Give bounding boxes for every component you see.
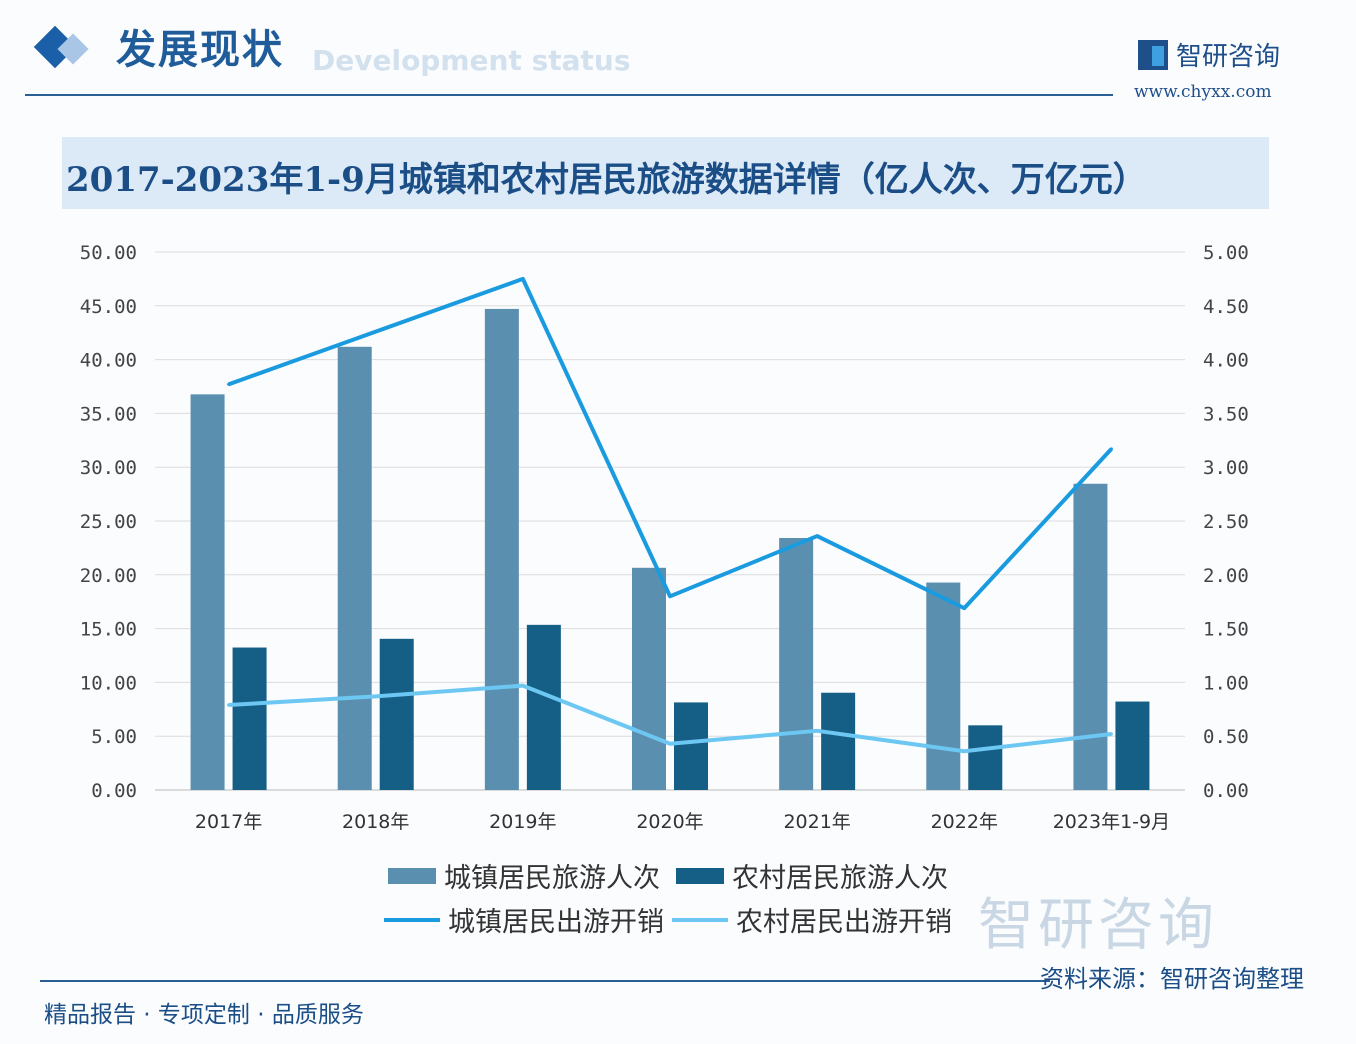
slogan: 精品报告 · 专项定制 · 品质服务 bbox=[44, 1002, 364, 1028]
bar-urban-trips bbox=[632, 567, 666, 790]
y-right-tick-label: 1.50 bbox=[1203, 619, 1249, 641]
legend-label: 农村居民出游开销 bbox=[736, 907, 952, 938]
y-left-tick-label: 15.00 bbox=[80, 619, 137, 641]
y-left-tick-label: 40.00 bbox=[80, 350, 137, 372]
y-left-tick-label: 30.00 bbox=[80, 457, 137, 479]
y-right-tick-label: 2.00 bbox=[1203, 565, 1249, 587]
footer-divider bbox=[40, 980, 1050, 982]
line-point bbox=[374, 694, 378, 698]
bar-rural-trips bbox=[232, 647, 267, 790]
y-right-tick-label: 5.00 bbox=[1203, 242, 1249, 264]
y-left-tick-label: 5.00 bbox=[91, 726, 137, 748]
y-right-tick-label: 0.00 bbox=[1203, 780, 1249, 802]
line-point bbox=[1109, 732, 1113, 736]
y-right-tick-label: 3.50 bbox=[1203, 403, 1249, 425]
brand-name: 智研咨询 bbox=[1176, 42, 1281, 72]
y-right-tick-label: 2.50 bbox=[1203, 511, 1249, 533]
bar-urban-trips bbox=[484, 308, 519, 790]
bar-urban-trips bbox=[337, 346, 372, 790]
section-title: 发展现状 bbox=[116, 27, 284, 73]
line-point bbox=[521, 684, 525, 688]
brand: 智研咨询 bbox=[1138, 36, 1280, 73]
y-right-tick-label: 3.00 bbox=[1203, 457, 1249, 479]
y-right-tick-label: 1.00 bbox=[1203, 672, 1249, 694]
line-point bbox=[962, 606, 966, 610]
x-tick-label: 2021年 bbox=[783, 811, 850, 833]
line-point bbox=[668, 742, 672, 746]
legend-urban-trips: 城镇居民旅游人次 bbox=[388, 856, 660, 895]
legend-swatch bbox=[672, 917, 728, 922]
line-point bbox=[374, 330, 378, 334]
header-divider bbox=[25, 94, 1113, 96]
line-point bbox=[227, 382, 231, 386]
legend-swatch bbox=[388, 867, 436, 884]
bar-rural-trips bbox=[968, 725, 1003, 790]
bar-rural-trips bbox=[821, 692, 856, 790]
line-point bbox=[815, 534, 819, 538]
legend-label: 农村居民旅游人次 bbox=[732, 863, 948, 894]
line-point bbox=[521, 277, 525, 281]
y-left-tick-label: 45.00 bbox=[80, 296, 137, 318]
chart-title-background bbox=[62, 137, 1269, 209]
x-tick-label: 2023年1-9月 bbox=[1053, 811, 1170, 833]
line-point bbox=[1109, 447, 1113, 451]
y-right-tick-label: 4.00 bbox=[1203, 350, 1249, 372]
y-left-tick-label: 20.00 bbox=[80, 565, 137, 587]
x-tick-label: 2019年 bbox=[489, 811, 556, 833]
chart-title: 2017-2023年1-9月城镇和农村居民旅游数据详情（亿人次、万亿元） bbox=[66, 160, 1147, 200]
bar-urban-trips bbox=[926, 582, 961, 790]
bar-rural-trips bbox=[1115, 701, 1150, 790]
line-point bbox=[227, 703, 231, 707]
line-point bbox=[962, 749, 966, 753]
legend-urban-spend: 城镇居民出游开销 bbox=[384, 900, 664, 939]
bar-urban-trips bbox=[779, 538, 814, 790]
bar-rural-trips bbox=[379, 638, 414, 790]
legend-swatch bbox=[384, 917, 440, 922]
line-point bbox=[815, 729, 819, 733]
y-left-tick-label: 25.00 bbox=[80, 511, 137, 533]
legend-label: 城镇居民出游开销 bbox=[448, 907, 664, 938]
bar-urban-trips bbox=[1073, 483, 1108, 790]
source-note: 资料来源：智研咨询整理 bbox=[1040, 965, 1304, 993]
bar-rural-trips bbox=[526, 624, 561, 790]
legend-swatch bbox=[676, 867, 724, 884]
legend-label: 城镇居民旅游人次 bbox=[444, 863, 660, 894]
x-tick-label: 2017年 bbox=[195, 811, 262, 833]
y-left-tick-label: 0.00 bbox=[91, 780, 137, 802]
legend-rural-trips: 农村居民旅游人次 bbox=[676, 856, 948, 895]
y-left-tick-label: 50.00 bbox=[80, 242, 137, 264]
bar-rural-trips bbox=[674, 702, 708, 790]
y-right-tick-label: 4.50 bbox=[1203, 296, 1249, 318]
x-tick-label: 2018年 bbox=[342, 811, 409, 833]
watermark: 智研咨询 bbox=[978, 893, 1218, 958]
section-subtitle: Development status bbox=[312, 44, 631, 77]
x-tick-label: 2020年 bbox=[636, 811, 703, 833]
x-tick-label: 2022年 bbox=[931, 811, 998, 833]
brand-url: www.chyxx.com bbox=[1134, 82, 1272, 102]
y-left-tick-label: 10.00 bbox=[80, 672, 137, 694]
bar-urban-trips bbox=[190, 394, 225, 790]
line-point bbox=[668, 594, 672, 598]
brand-logo-icon bbox=[1138, 39, 1168, 70]
y-left-tick-label: 35.00 bbox=[80, 403, 137, 425]
y-right-tick-label: 0.50 bbox=[1203, 726, 1249, 748]
legend-rural-spend: 农村居民出游开销 bbox=[672, 900, 952, 939]
